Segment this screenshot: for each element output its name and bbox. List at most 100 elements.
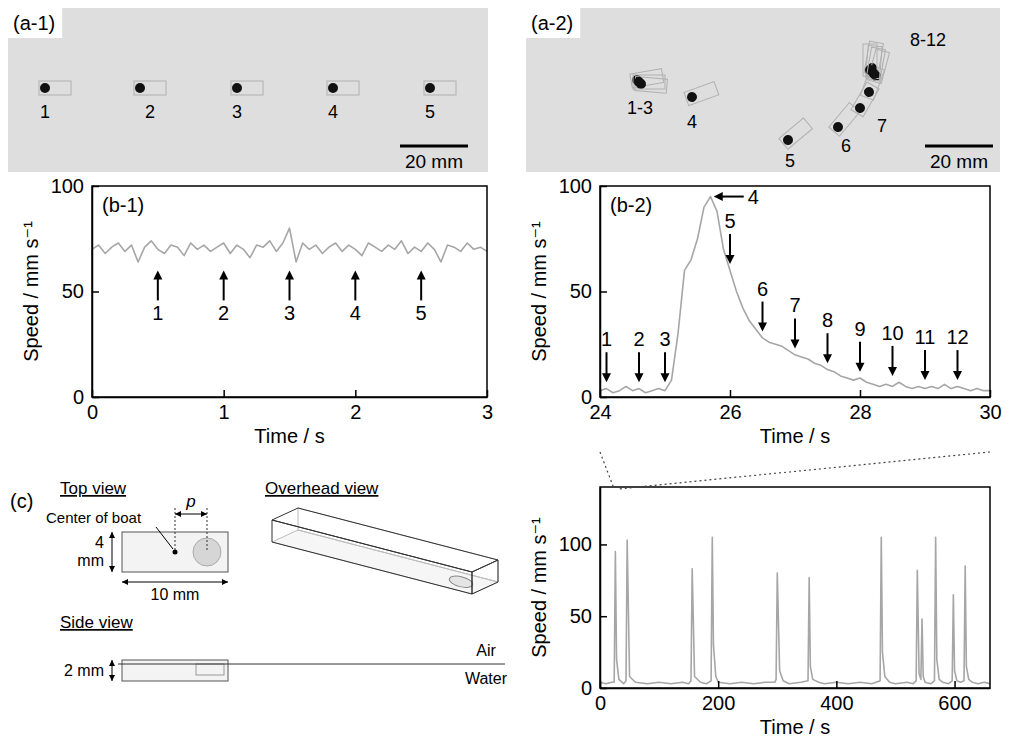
tick: 100 <box>51 175 99 197</box>
series-group <box>600 197 990 393</box>
photo-panel: 1-345678-1220 mm(a-2) <box>526 8 1000 172</box>
annotation-label: 8 <box>822 309 833 331</box>
boat <box>327 81 359 95</box>
camphor-disk <box>868 68 880 80</box>
boat-label: 8-12 <box>910 30 946 50</box>
tick-label: 0 <box>73 386 84 408</box>
boat-outline <box>134 81 166 95</box>
camphor-disk <box>135 83 145 93</box>
tick-mark <box>600 688 607 690</box>
arrow-annotation: 11 <box>915 326 936 380</box>
boat <box>684 82 719 106</box>
tick-label: 0 <box>595 692 606 714</box>
tick-label: 50 <box>570 280 592 302</box>
panel-label: (a-1) <box>13 12 55 34</box>
annotation-label: 11 <box>915 326 936 348</box>
arrow-annotation: 3 <box>659 328 670 382</box>
camphor-disk <box>863 86 876 99</box>
annotation-label: 5 <box>416 302 427 324</box>
camphor-disk <box>193 538 221 566</box>
boat <box>231 81 263 95</box>
boat <box>634 77 667 94</box>
x-axis-title: Time / s <box>760 425 830 447</box>
center-label: Center of boat <box>46 509 142 526</box>
camphor-disk <box>425 83 435 93</box>
tick-label: 0 <box>581 677 592 699</box>
arrow-annotation: 2 <box>218 270 229 324</box>
arrow-head <box>726 255 735 264</box>
channel-floor <box>272 530 498 594</box>
tick-label: 600 <box>938 692 971 714</box>
arrow-head <box>823 354 832 363</box>
water-surface <box>118 664 505 665</box>
y-axis: 0 50 100 <box>559 488 607 699</box>
scale-bar-label: 20 mm <box>930 151 988 172</box>
tick-label: 0 <box>581 386 592 408</box>
tick-mark <box>223 390 225 397</box>
boat-label: 3 <box>232 102 242 122</box>
boat <box>424 81 456 95</box>
arrow-annotation: 5 <box>416 270 427 324</box>
arrow-annotation: 8 <box>822 309 833 363</box>
arrow-head <box>175 511 181 517</box>
arrow-head <box>351 270 360 279</box>
arrow-head <box>109 532 115 538</box>
tick-label: 100 <box>559 533 592 555</box>
boat <box>134 81 166 95</box>
plot-frame <box>92 186 487 397</box>
boat-outline <box>866 47 885 81</box>
y-axis: 0 50 100 <box>559 175 607 408</box>
camphor-disk <box>328 83 338 93</box>
tick-mark <box>990 390 992 397</box>
tick: 30 <box>979 390 1001 423</box>
annotation-label: 2 <box>633 328 644 350</box>
boat-outline <box>424 81 456 95</box>
tick: 100 <box>559 175 607 197</box>
arrow-head <box>222 579 228 585</box>
panel-label: (b-2) <box>610 194 652 216</box>
tick-mark <box>600 544 607 546</box>
arrow-annotation: 1 <box>152 270 163 324</box>
arrow-annotation: 2 <box>633 328 644 382</box>
panel-label: (b-1) <box>102 194 144 216</box>
diagram: (c)Top viewCenter of boatp4mm10 mmOverhe… <box>10 479 508 687</box>
panel-label: (a-2) <box>531 12 573 34</box>
camphor-disk <box>853 101 867 115</box>
speed-line <box>600 197 990 393</box>
tick-mark <box>92 397 99 399</box>
arrow-head <box>122 579 128 585</box>
arrow-head <box>109 660 115 666</box>
photo-background <box>526 8 1000 172</box>
series-group <box>92 228 487 262</box>
arrow-head <box>714 192 723 201</box>
annotation-label: 10 <box>881 322 903 344</box>
tick-label: 50 <box>570 605 592 627</box>
boat-label: 7 <box>877 116 887 136</box>
arrow-annotation: 10 <box>881 322 903 376</box>
boat <box>851 82 879 117</box>
tick: 0 <box>581 677 607 699</box>
arrow-head <box>921 371 930 380</box>
annotation-label: 9 <box>854 318 865 340</box>
boat-outline <box>634 77 667 94</box>
chart-panel: 0123050100Time / sSpeed / mm s⁻¹(b-1)123… <box>20 175 493 447</box>
boat-label: 5 <box>785 151 795 171</box>
camphor-disk <box>781 133 795 147</box>
figure: 1234520 mm(a-1)1-345678-1220 mm(a-2)0123… <box>0 0 1010 744</box>
arrow-head <box>285 270 294 279</box>
tick-mark <box>355 390 357 397</box>
annotation-label: 6 <box>757 278 768 300</box>
boat <box>39 81 71 95</box>
view-title: Top view <box>60 479 127 498</box>
plot-frame <box>600 487 990 688</box>
dimension-line <box>122 582 228 583</box>
camphor-disk <box>686 91 699 104</box>
tick-label: 24 <box>589 401 611 423</box>
arrow-head <box>602 373 611 382</box>
tick-mark <box>92 291 99 293</box>
arrow-head <box>758 323 767 332</box>
y-axis: 050100 <box>51 175 99 408</box>
arrow-head <box>201 511 207 517</box>
tick-mark <box>600 616 607 618</box>
arrow-head <box>791 339 800 348</box>
